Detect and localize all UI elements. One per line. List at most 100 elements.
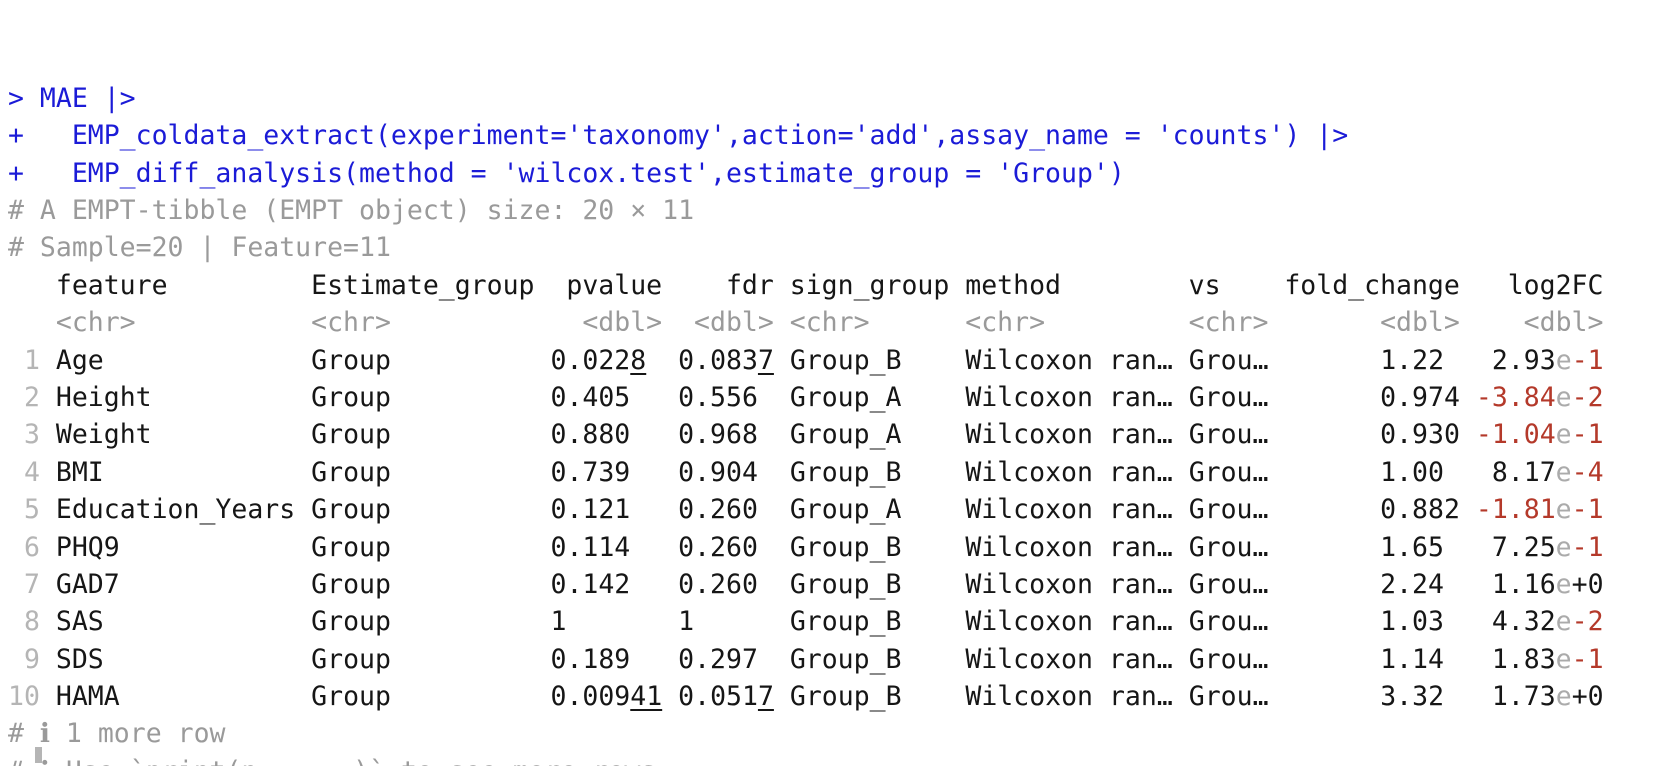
cell-log2fc-e: e bbox=[1555, 344, 1572, 376]
cell-vs: Grou… bbox=[1188, 381, 1285, 413]
cell-log2fc-e: e bbox=[1555, 419, 1572, 451]
command-line: > MAE |> bbox=[8, 80, 1660, 117]
table-row: 10 HAMA Group 0.00941 0.0517 Group_B Wil… bbox=[8, 678, 1660, 715]
cell-sign-group: Group_B bbox=[789, 456, 966, 488]
cell-feature: Weight bbox=[55, 419, 312, 451]
cell-estimate-group: Group bbox=[311, 419, 551, 451]
cell-vs: Grou… bbox=[1188, 344, 1285, 376]
print-hint-note: # ℹ Use `print(n = ...)` to see more row… bbox=[8, 756, 656, 766]
cell-feature: Education_Years bbox=[55, 494, 312, 526]
cell-estimate-group: Group bbox=[311, 381, 551, 413]
cell-fdr: 0.904 bbox=[678, 456, 790, 488]
cell-log2fc-exponent: -1 bbox=[1571, 494, 1604, 526]
cell-fdr: 0.556 bbox=[678, 381, 790, 413]
cell-fold-change: 1.65 bbox=[1284, 531, 1476, 563]
table-header: feature Estimate_group pvalue fdr sign_g… bbox=[8, 269, 1604, 301]
row-number: 10 bbox=[8, 681, 56, 713]
cell-vs: Grou… bbox=[1188, 568, 1285, 600]
cell-vs: Grou… bbox=[1188, 419, 1285, 451]
cell-log2fc-e: e bbox=[1555, 681, 1572, 713]
cell-estimate-group: Group bbox=[311, 681, 551, 713]
cell-vs: Grou… bbox=[1188, 494, 1285, 526]
cell-log2fc-e: e bbox=[1555, 456, 1572, 488]
cell-pvalue: 1 bbox=[550, 606, 679, 638]
cell-feature: HAMA bbox=[55, 681, 312, 713]
cell-fdr: 0.051 bbox=[678, 681, 758, 713]
cell-log2fc-e: e bbox=[1555, 606, 1572, 638]
cell-log2fc-e: e bbox=[1555, 494, 1572, 526]
cell-fold-change: 3.32 bbox=[1284, 681, 1476, 713]
cell-estimate-group: Group bbox=[311, 531, 551, 563]
cell-sign-group: Group_A bbox=[789, 494, 966, 526]
cell-pvalue: 0.405 bbox=[550, 381, 679, 413]
table-row: 4 BMI Group 0.739 0.904 Group_B Wilcoxon… bbox=[8, 454, 1660, 491]
cell-log2fc-exponent: -4 bbox=[1571, 456, 1604, 488]
cell-method: Wilcoxon ran… bbox=[965, 344, 1189, 376]
table-row: 5 Education_Years Group 0.121 0.260 Grou… bbox=[8, 491, 1660, 528]
row-number: 9 bbox=[8, 643, 56, 675]
cell-pvalue: 0.114 bbox=[550, 531, 679, 563]
row-number: 4 bbox=[8, 456, 56, 488]
cell-estimate-group: Group bbox=[311, 494, 551, 526]
text-cursor bbox=[35, 747, 42, 763]
cell-log2fc-mantissa: 1.73 bbox=[1475, 681, 1556, 713]
cell-log2fc-exponent: -2 bbox=[1571, 606, 1604, 638]
cell-log2fc-exponent: -1 bbox=[1571, 344, 1604, 376]
cell-sign-group: Group_B bbox=[789, 568, 966, 600]
more-rows-note: # ℹ 1 more row bbox=[8, 718, 226, 750]
cell-pvalue: 0.880 bbox=[550, 419, 679, 451]
cell-sign-group: Group_B bbox=[789, 606, 966, 638]
cell-log2fc-mantissa: 1.16 bbox=[1475, 568, 1556, 600]
cell-method: Wilcoxon ran… bbox=[965, 381, 1189, 413]
comment-line: # A EMPT-tibble (EMPT object) size: 20 ×… bbox=[8, 192, 1660, 229]
row-number: 2 bbox=[8, 381, 56, 413]
row-number: 5 bbox=[8, 494, 56, 526]
cell-fold-change: 1.00 bbox=[1284, 456, 1476, 488]
cell-method: Wilcoxon ran… bbox=[965, 419, 1189, 451]
cell-fold-change: 0.882 bbox=[1284, 494, 1476, 526]
table-header-row: feature Estimate_group pvalue fdr sign_g… bbox=[8, 267, 1660, 304]
cell-method: Wilcoxon ran… bbox=[965, 456, 1189, 488]
cell-feature: Age bbox=[55, 344, 312, 376]
row-number: 7 bbox=[8, 568, 56, 600]
cell-pvalue: 0.121 bbox=[550, 494, 679, 526]
cell-log2fc-mantissa: 8.17 bbox=[1475, 456, 1556, 488]
cell-vs: Grou… bbox=[1188, 643, 1285, 675]
cell-estimate-group: Group bbox=[311, 344, 551, 376]
cell-feature: SDS bbox=[55, 643, 312, 675]
cell-fold-change: 1.03 bbox=[1284, 606, 1476, 638]
table-row: 8 SAS Group 1 1 Group_B Wilcoxon ran… Gr… bbox=[8, 603, 1660, 640]
cell-fold-change: 1.14 bbox=[1284, 643, 1476, 675]
cell-log2fc-e: e bbox=[1555, 381, 1572, 413]
cell-log2fc-exponent: +0 bbox=[1571, 681, 1604, 713]
cell-log2fc-exponent: +0 bbox=[1571, 568, 1604, 600]
cell-method: Wilcoxon ran… bbox=[965, 681, 1189, 713]
cell-log2fc-mantissa: -3.84 bbox=[1475, 381, 1556, 413]
cell-pvalue: 0.189 bbox=[550, 643, 679, 675]
cell-fdr: 0.260 bbox=[678, 568, 790, 600]
cell-pvalue: 0.739 bbox=[550, 456, 679, 488]
cell-sign-group: Group_B bbox=[789, 681, 966, 713]
cell-estimate-group: Group bbox=[311, 606, 551, 638]
cell-fdr-underlined: 7 bbox=[757, 681, 774, 713]
comment-line: # ℹ Use `print(n = ...)` to see more row… bbox=[8, 753, 1660, 766]
row-number: 6 bbox=[8, 531, 56, 563]
cell-method: Wilcoxon ran… bbox=[965, 494, 1189, 526]
cell-sign-group: Group_B bbox=[789, 531, 966, 563]
cell-log2fc-e: e bbox=[1555, 568, 1572, 600]
column-types: <chr> <chr> <dbl> <dbl> <chr> <chr> <chr… bbox=[8, 307, 1604, 339]
cell-log2fc-exponent: -2 bbox=[1571, 381, 1604, 413]
sample-feature-comment: # Sample=20 | Feature=11 bbox=[8, 232, 391, 264]
cell-pvalue: 0.022 bbox=[550, 344, 631, 376]
cell-feature: PHQ9 bbox=[55, 531, 312, 563]
cell-log2fc-exponent: -1 bbox=[1571, 419, 1604, 451]
cell-log2fc-mantissa: -1.81 bbox=[1475, 494, 1556, 526]
cell-log2fc-exponent: -1 bbox=[1571, 643, 1604, 675]
table-row: 2 Height Group 0.405 0.556 Group_A Wilco… bbox=[8, 379, 1660, 416]
cell-feature: GAD7 bbox=[55, 568, 312, 600]
cell-pvalue: 0.009 bbox=[550, 681, 631, 713]
cell-fold-change: 0.974 bbox=[1284, 381, 1476, 413]
table-types-row: <chr> <chr> <dbl> <dbl> <chr> <chr> <chr… bbox=[8, 304, 1660, 341]
console-command: + EMP_coldata_extract(experiment='taxono… bbox=[8, 120, 1349, 152]
